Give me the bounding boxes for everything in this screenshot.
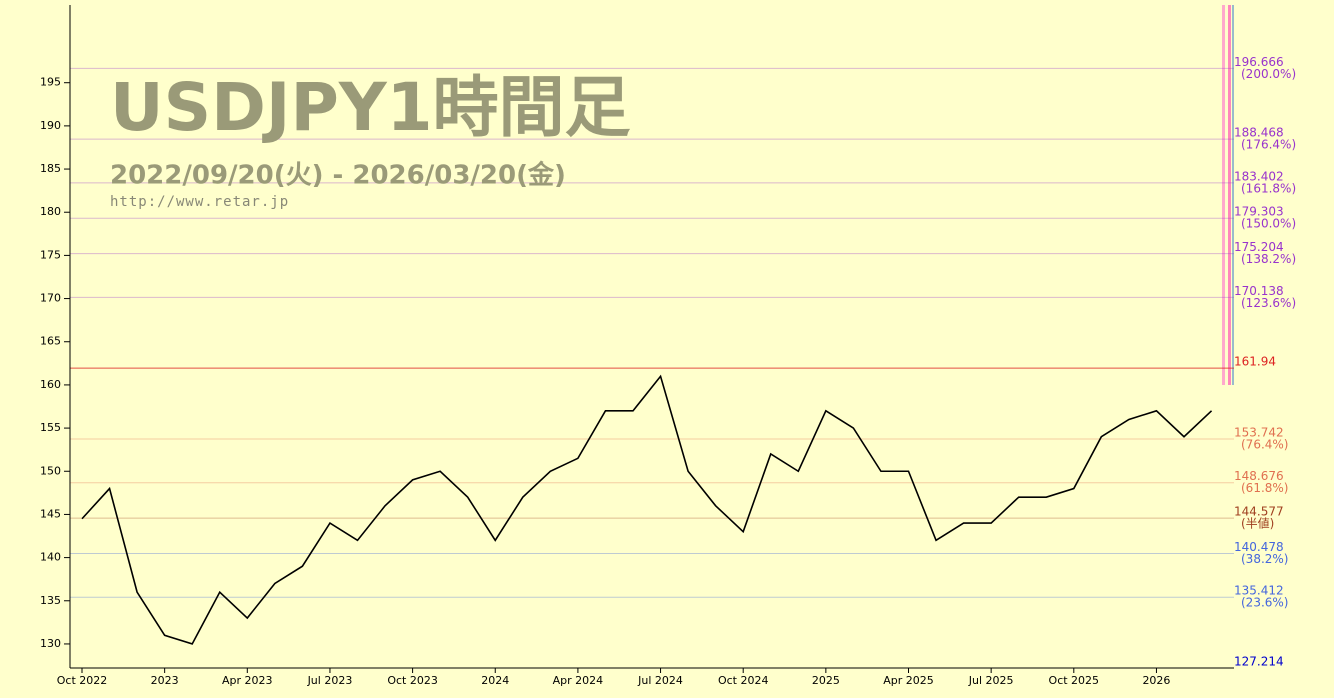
level-ratio: (200.0%): [1241, 67, 1296, 81]
y-tick-label: 130: [40, 637, 61, 650]
level-ratio: (76.4%): [1241, 437, 1288, 451]
x-tick-label: Jul 2023: [307, 674, 353, 687]
level-label: 170.138: [1234, 284, 1284, 298]
decoration: [1228, 5, 1231, 385]
x-tick-label: 2025: [812, 674, 840, 687]
source: http://www.retar.jp: [110, 194, 289, 210]
level-label: 140.478: [1234, 540, 1284, 554]
level-label: 179.303: [1234, 205, 1284, 219]
level-ratio: (半値): [1241, 516, 1274, 531]
y-tick-label: 165: [40, 335, 61, 348]
y-tick-label: 160: [40, 378, 61, 391]
level-label: 175.204: [1234, 240, 1284, 254]
y-tick-label: 175: [40, 248, 61, 261]
y-tick-label: 180: [40, 205, 61, 218]
x-tick-label: Oct 2024: [718, 674, 769, 687]
x-tick-label: Oct 2022: [57, 674, 108, 687]
level-label: 135.412: [1234, 584, 1284, 598]
level-ratio: (123.6%): [1241, 296, 1296, 310]
level-label: 196.666: [1234, 55, 1284, 69]
price-line: [81, 374, 1213, 645]
level-ratio: (176.4%): [1241, 138, 1296, 152]
level-label: 148.676: [1234, 469, 1284, 483]
x-tick-label: Oct 2025: [1049, 674, 1100, 687]
level-label: 183.402: [1234, 169, 1284, 183]
x-tick-label: Jul 2024: [637, 674, 683, 687]
y-tick-label: 145: [40, 507, 61, 520]
x-tick-label: 2023: [151, 674, 179, 687]
level-ratio: (150.0%): [1241, 217, 1296, 231]
y-tick-label: 170: [40, 292, 61, 305]
level-label: 188.468: [1234, 126, 1284, 140]
x-tick-label: Apr 2024: [553, 674, 604, 687]
y-tick-label: 185: [40, 162, 61, 175]
level-label: 127.214: [1234, 655, 1284, 669]
x-tick-label: Apr 2025: [883, 674, 934, 687]
decoration: [1232, 5, 1234, 385]
grid: [70, 67, 1234, 669]
subtitle: 2022/09/20(火) - 2026/03/20(金): [110, 160, 566, 191]
level-ratio: (23.6%): [1241, 596, 1288, 610]
level-ratio: (138.2%): [1241, 252, 1296, 266]
x-tick-label: 2024: [481, 674, 509, 687]
y-tick-label: 140: [40, 551, 61, 564]
level-ratio: (61.8%): [1241, 481, 1288, 495]
y-tick-label: 135: [40, 594, 61, 607]
x-tick-label: 2026: [1142, 674, 1170, 687]
level-ratio: (161.8%): [1241, 181, 1296, 195]
x-tick-label: Oct 2023: [387, 674, 438, 687]
chart-title: USDJPY1時間足: [110, 69, 631, 146]
y-tick-label: 150: [40, 464, 61, 477]
level-label: 161.94: [1234, 355, 1276, 369]
y-tick-label: 155: [40, 421, 61, 434]
level-ratio: (38.2%): [1241, 552, 1288, 566]
y-tick-label: 195: [40, 76, 61, 89]
x-tick-label: Apr 2023: [222, 674, 273, 687]
x-tick-label: Jul 2025: [968, 674, 1014, 687]
level-label: 144.577: [1234, 505, 1284, 519]
decoration: [1222, 5, 1225, 385]
y-tick-label: 190: [40, 119, 61, 132]
level-label: 153.742: [1234, 425, 1284, 439]
